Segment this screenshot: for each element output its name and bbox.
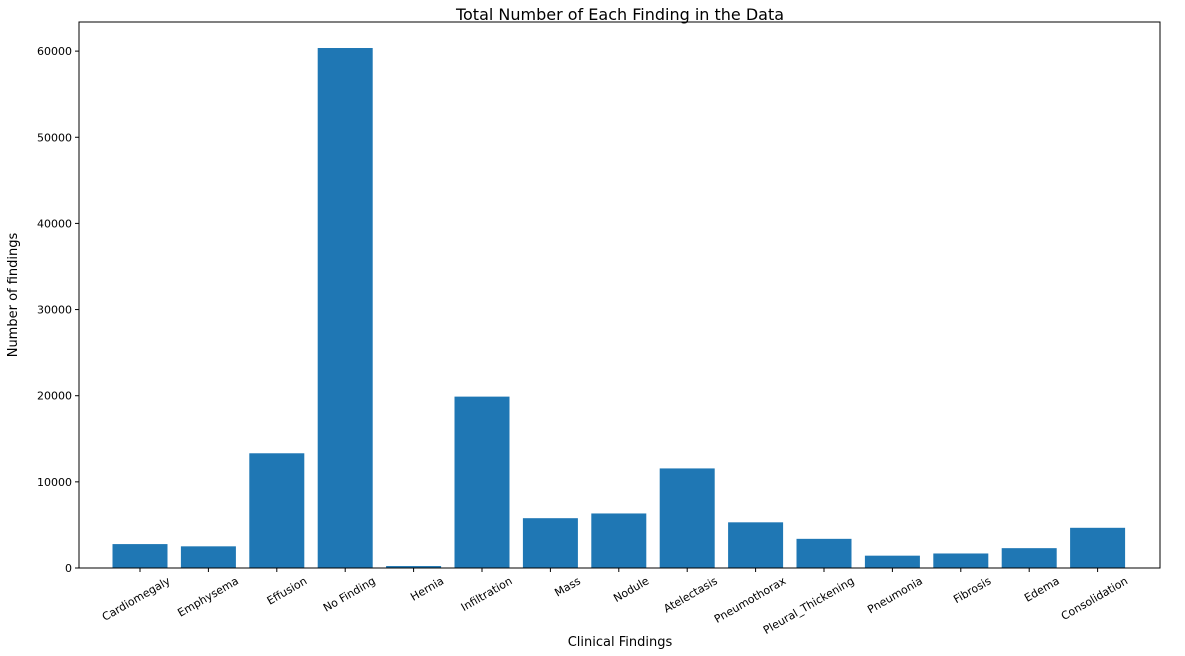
y-tick-label: 0 xyxy=(65,562,72,575)
bar-effusion xyxy=(249,453,305,568)
bar-edema xyxy=(1001,548,1057,568)
bar-pleural-thickening xyxy=(796,538,852,568)
bar-emphysema xyxy=(180,546,236,568)
y-tick-label: 40000 xyxy=(37,217,72,230)
bar-pneumonia xyxy=(864,555,920,568)
y-tick-label: 20000 xyxy=(37,390,72,403)
y-tick-label: 50000 xyxy=(37,131,72,144)
bar-hernia xyxy=(386,566,442,568)
y-axis-title: Number of findings xyxy=(6,232,21,357)
bar-fibrosis xyxy=(933,553,989,568)
y-tick-label: 60000 xyxy=(37,45,72,58)
plot-frame xyxy=(78,21,1161,569)
bar-pneumothorax xyxy=(728,522,784,568)
bar-consolidation xyxy=(1070,527,1126,568)
bars-group xyxy=(112,48,1126,568)
x-axis-title: Clinical Findings xyxy=(568,635,673,650)
bar-mass xyxy=(522,518,578,568)
chart-title: Total Number of Each Finding in the Data xyxy=(455,5,784,24)
bar-no-finding xyxy=(317,48,373,568)
bar-cardiomegaly xyxy=(112,544,168,568)
y-tick-label: 30000 xyxy=(37,304,72,317)
y-axis-ticks: 0 10000 20000 30000 40000 50000 60000 xyxy=(37,45,79,575)
y-tick-label: 10000 xyxy=(37,476,72,489)
bar-infiltration xyxy=(454,396,510,568)
bar-atelectasis xyxy=(659,468,715,568)
bar-nodule xyxy=(591,513,647,568)
